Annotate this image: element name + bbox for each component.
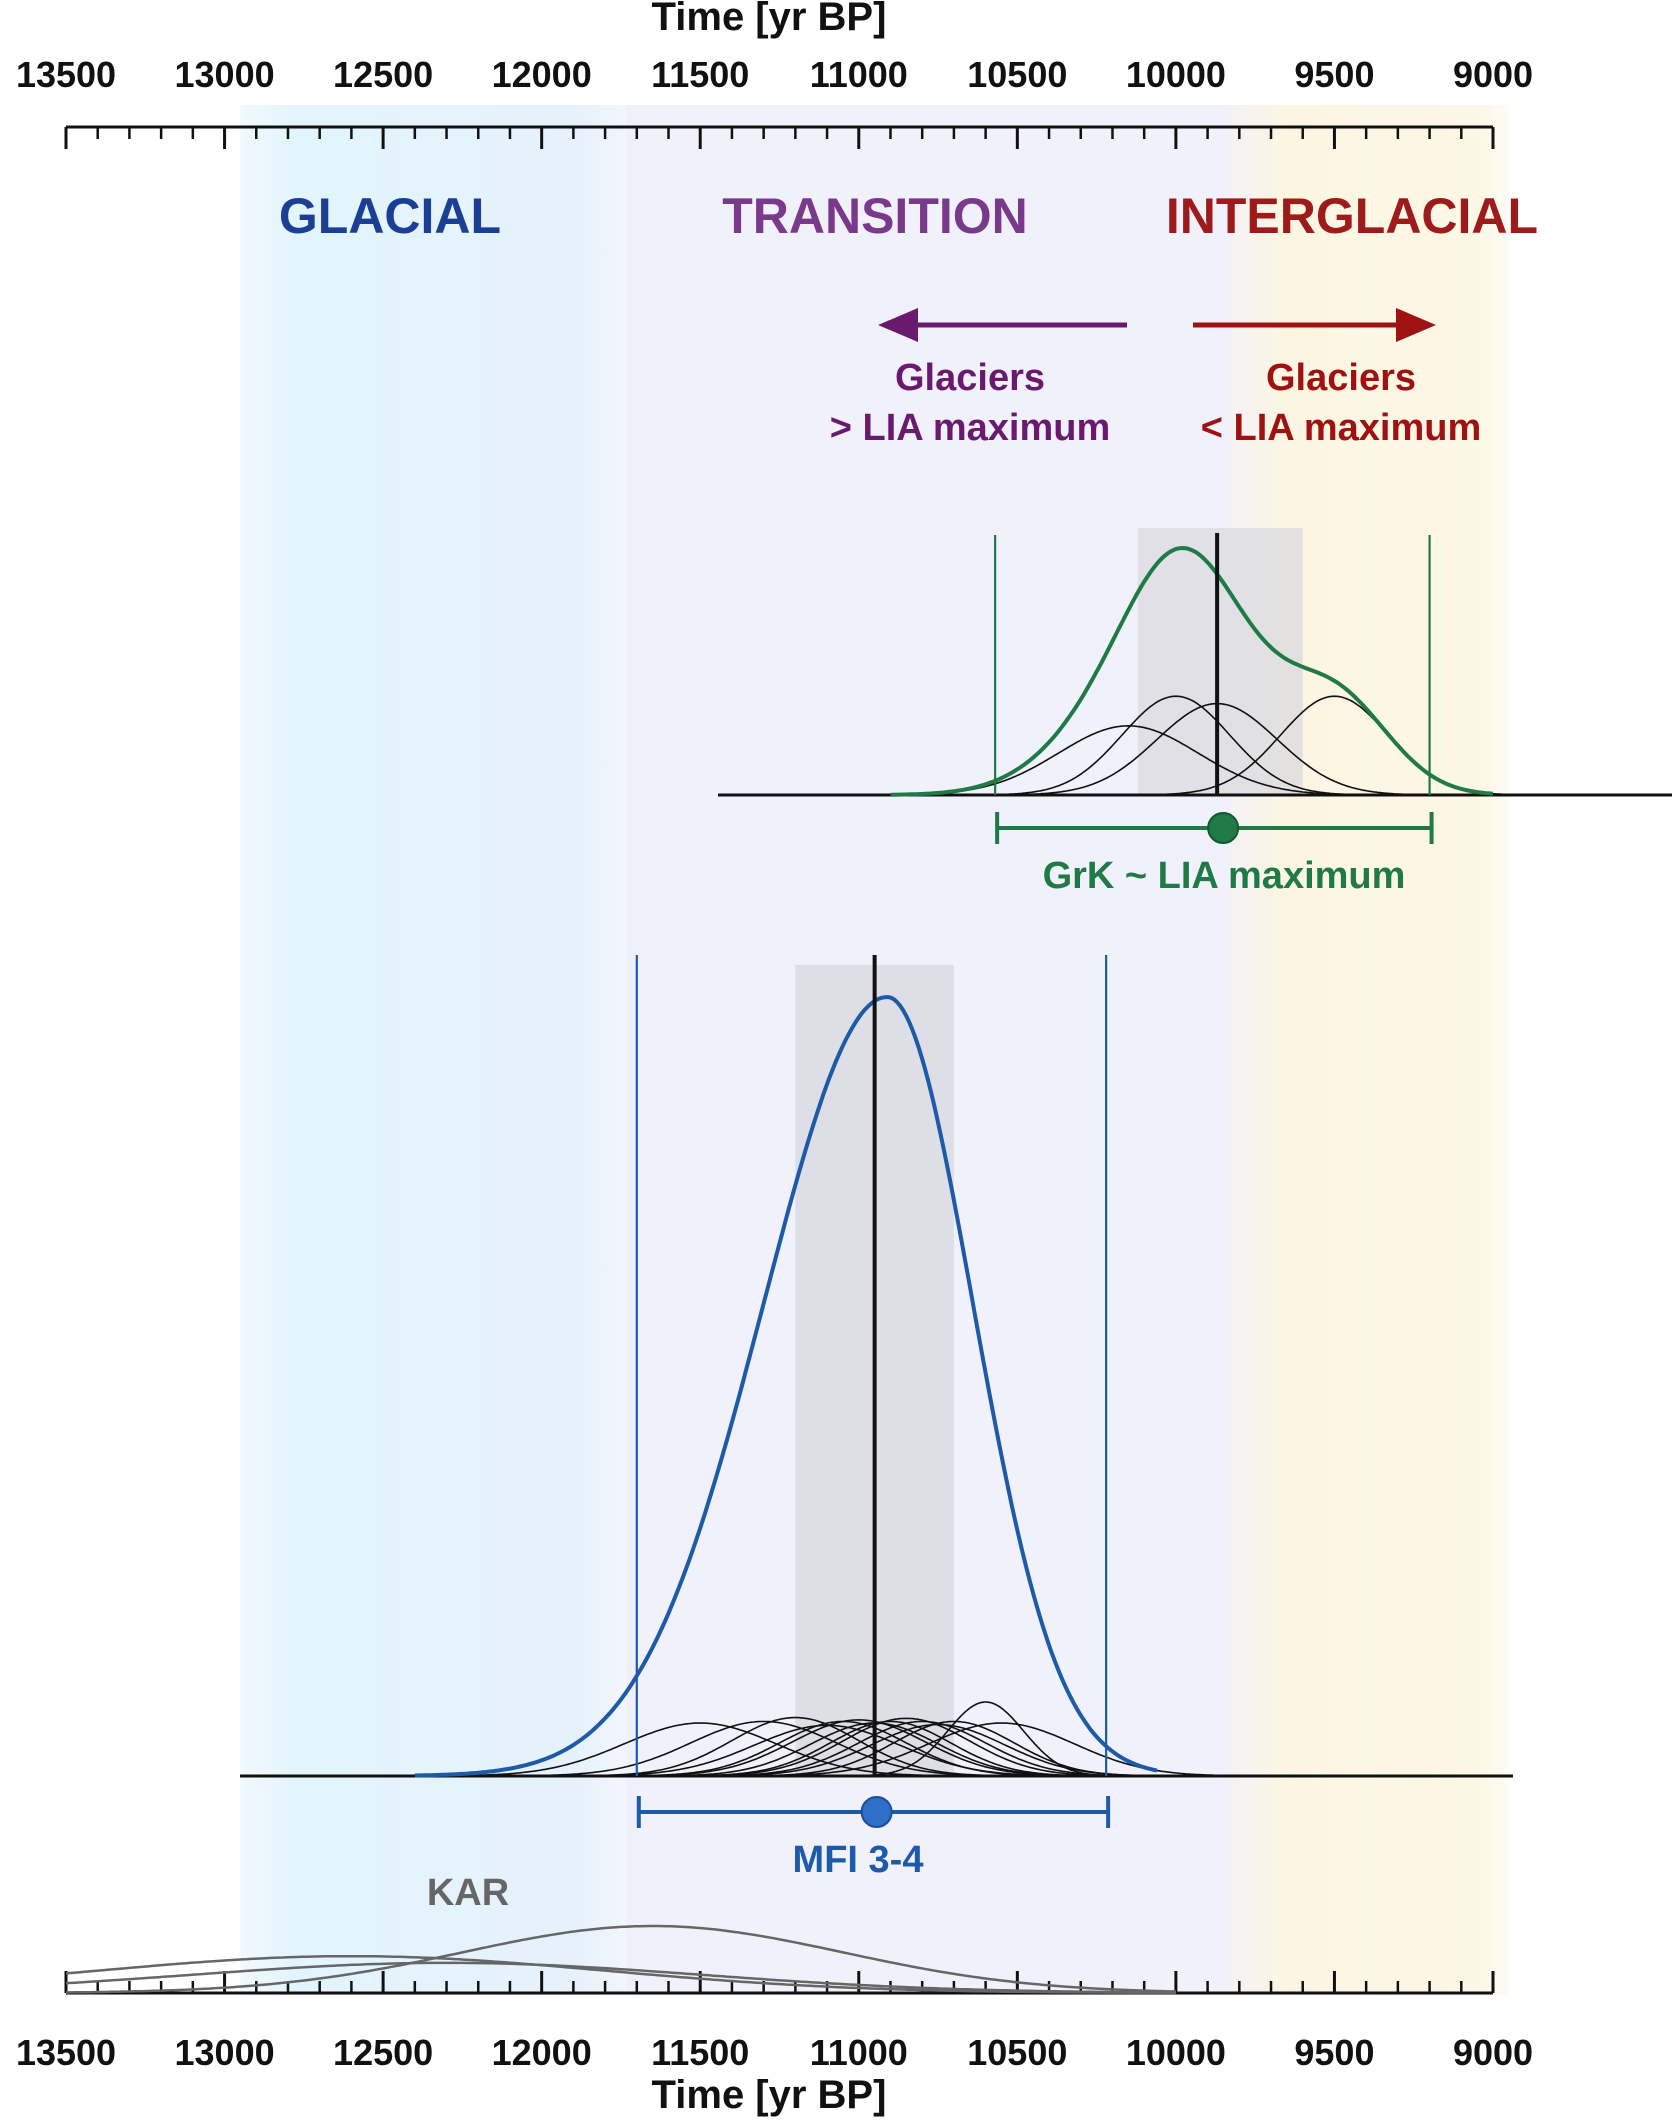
period-label-transition: TRANSITION: [722, 188, 1028, 244]
period-bands: [240, 105, 1508, 1995]
series-kar: KAR: [65, 1872, 1176, 1995]
kar-sample-curve: [65, 1954, 1176, 1995]
interglacial-band: [1228, 105, 1508, 1995]
top-tick-label-10000: 10000: [1126, 54, 1226, 95]
grk-mean-band: [1137, 528, 1303, 795]
top-tick-label-13500: 13500: [16, 54, 116, 95]
mfi-sample-curve: [833, 1701, 1138, 1777]
period-label-interglacial: INTERGLACIAL: [1166, 188, 1538, 244]
right-arrow-head: [1396, 308, 1436, 342]
left-arrow-head: [878, 308, 918, 342]
top-tick-label-9000: 9000: [1453, 54, 1533, 95]
top-tick-label-12000: 12000: [492, 54, 592, 95]
bottom-tick-label-13000: 13000: [175, 2032, 275, 2073]
note-less-line2: < LIA maximum: [1201, 407, 1482, 449]
time-axes: Time [yr BP] Time [yr BP] 13500 13000 1250…: [16, 0, 1533, 2117]
note-greater-line2: > LIA maximum: [830, 407, 1111, 449]
top-axis-title: Time [yr BP]: [652, 0, 887, 39]
glacier-notes: Glaciers > LIA maximum Glaciers < LIA maxim…: [830, 308, 1482, 449]
kar-label: KAR: [427, 1872, 509, 1914]
mfi-sample-curve: [395, 1722, 1005, 1777]
bottom-tick-label-11000: 11000: [810, 2032, 908, 2073]
top-tick-label-9500: 9500: [1294, 54, 1374, 95]
grk-sample-curve: [960, 695, 1392, 796]
bottom-tick-label-9000: 9000: [1453, 2032, 1533, 2073]
top-tick-label-11500: 11500: [651, 54, 749, 95]
bottom-tick-label-12500: 12500: [333, 2032, 433, 2073]
bottom-tick-label-12000: 12000: [492, 2032, 592, 2073]
series-mfi: MFI 3-4: [240, 955, 1513, 1881]
mfi-label: MFI 3-4: [793, 1839, 924, 1881]
mfi-sample-curve: [652, 1717, 1160, 1777]
top-tick-label-11000: 11000: [810, 54, 908, 95]
period-labels: GLACIAL TRANSITION INTERGLACIAL: [279, 188, 1538, 244]
series-grk: GrK ~ LIA maximum: [718, 533, 1672, 897]
kar-sample-curve: [66, 1924, 1176, 1994]
note-less-line1: Glaciers: [1266, 357, 1416, 399]
glacial-band: [240, 105, 637, 1995]
top-tick-label-10500: 10500: [967, 54, 1067, 95]
bottom-tick-label-10500: 10500: [967, 2032, 1067, 2073]
mfi-summed-curve: [414, 994, 1158, 1778]
bottom-tick-label-13500: 13500: [16, 2032, 116, 2073]
probability-series: GrK ~ LIA maximum MFI 3-4 KAR: [65, 533, 1672, 1995]
bottom-axis-title: Time [yr BP]: [652, 2073, 887, 2117]
bottom-tick-label-10000: 10000: [1126, 2032, 1226, 2073]
bottom-tick-label-9500: 9500: [1294, 2032, 1374, 2073]
note-greater-line1: Glaciers: [895, 357, 1045, 399]
grk-summed-curve: [890, 545, 1494, 797]
bottom-tick-label-11500: 11500: [651, 2032, 749, 2073]
kar-sample-curve: [65, 1961, 1176, 1994]
mfi-mean-marker: [860, 1796, 893, 1828]
period-label-glacial: GLACIAL: [279, 188, 501, 244]
mfi-sample-curve: [709, 1722, 1294, 1777]
grk-label: GrK ~ LIA maximum: [1043, 855, 1406, 897]
top-tick-label-13000: 13000: [175, 54, 275, 95]
grk-mean-marker: [1207, 812, 1240, 844]
top-tick-label-12500: 12500: [333, 54, 433, 95]
